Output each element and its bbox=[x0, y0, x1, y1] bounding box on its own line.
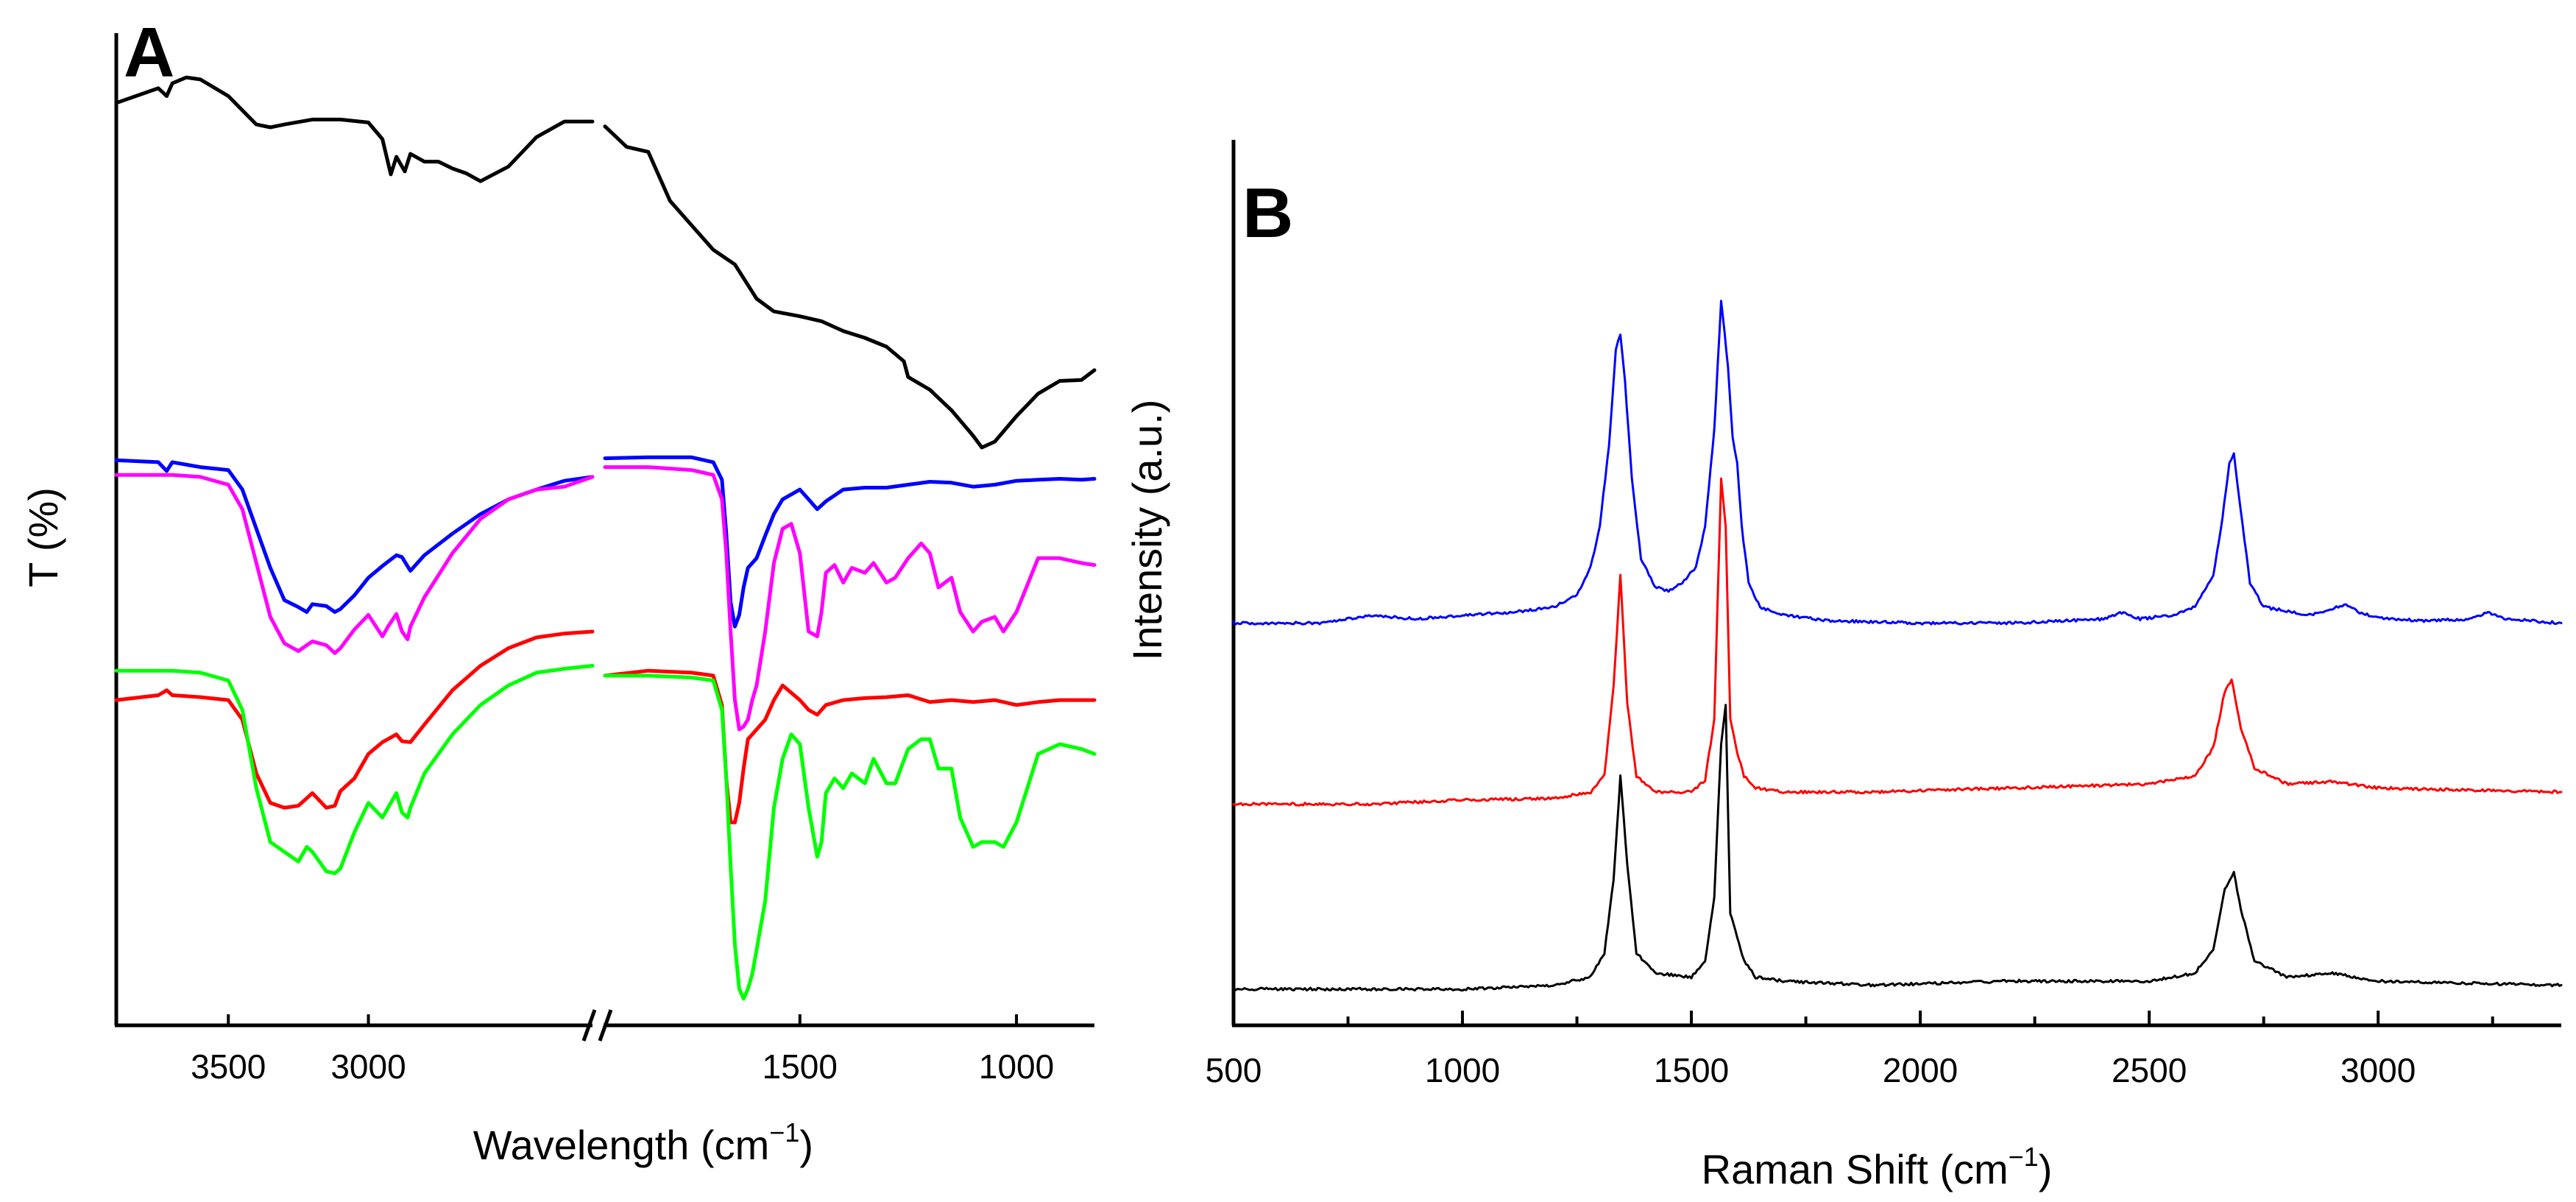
axis-break-mark-2 bbox=[598, 1009, 613, 1042]
panel-a-x-axis-title-sup: −1 bbox=[769, 1117, 799, 1148]
panel-a-trace-1 bbox=[114, 75, 595, 183]
panel-a-x-ticks: 3500 3000 1500 1000 bbox=[191, 1014, 1054, 1086]
panel-a: A 3500 3000 1500 1000 T (%) Wavelength (cm−… bbox=[20, 13, 1097, 1168]
panel-b-y-axis-title: Intensity (a.u.) bbox=[1124, 400, 1170, 661]
panel-b-letter: B bbox=[1242, 174, 1293, 252]
panel-b-x-tick-label: 2000 bbox=[1883, 1051, 1958, 1089]
panel-a-y-axis-title: T (%) bbox=[20, 487, 66, 587]
axis-break-mark-1 bbox=[581, 1009, 597, 1042]
panel-b-x-axis-title: Raman Shift (cm−1) bbox=[1702, 1142, 2053, 1192]
panel-b-x-tick-label: 1500 bbox=[1654, 1051, 1729, 1089]
panel-a-trace-1 bbox=[603, 124, 1097, 450]
panel-b-x-tick-label: 3000 bbox=[2340, 1051, 2416, 1089]
panel-b-trace-1 bbox=[1232, 300, 2563, 626]
panel-b-trace-2 bbox=[1232, 477, 2563, 807]
panel-a-x-axis-title: Wavelength (cm−1) bbox=[473, 1117, 813, 1168]
panel-a-trace-3 bbox=[603, 465, 1097, 732]
panel-a-x-axis-title-close: ) bbox=[799, 1122, 813, 1168]
panel-b-x-axis-title-main: Raman Shift (cm bbox=[1702, 1146, 2009, 1192]
panel-a-trace-5 bbox=[603, 674, 1097, 1001]
panel-b-x-axis-title-close: ) bbox=[2039, 1146, 2053, 1192]
panel-a-trace-5 bbox=[114, 664, 595, 875]
panel-b-x-tick-label: 2500 bbox=[2112, 1051, 2187, 1089]
panel-a-x-axis-title-main: Wavelength (cm bbox=[473, 1122, 770, 1168]
panel-a-letter: A bbox=[124, 13, 174, 92]
panel-a-x-tick-label: 3000 bbox=[330, 1047, 406, 1086]
panel-a-trace-3 bbox=[114, 473, 595, 655]
panel-a-trace-2 bbox=[114, 458, 595, 614]
panel-b-traces bbox=[1232, 300, 2563, 992]
panel-a-x-tick-label: 1000 bbox=[979, 1047, 1054, 1086]
panel-a-trace-4 bbox=[603, 668, 1097, 824]
panel-b-x-ticks: 500 1000 1500 2000 2500 3000 bbox=[1206, 1011, 2494, 1089]
panel-b-x-axis-title-sup: −1 bbox=[2009, 1142, 2039, 1172]
panel-a-trace-4 bbox=[114, 629, 595, 810]
panel-b-x-tick-label: 500 bbox=[1206, 1051, 1262, 1089]
panel-a-x-tick-label: 1500 bbox=[762, 1047, 838, 1086]
panel-b-x-tick-label: 1000 bbox=[1425, 1051, 1500, 1089]
panel-a-traces bbox=[114, 75, 1097, 1001]
panel-b-trace-3 bbox=[1232, 704, 2563, 992]
panel-b: B 500 1000 1500 2000 2500 3000 Intensity (a.u… bbox=[1124, 140, 2563, 1192]
panel-a-x-tick-label: 3500 bbox=[191, 1047, 266, 1086]
